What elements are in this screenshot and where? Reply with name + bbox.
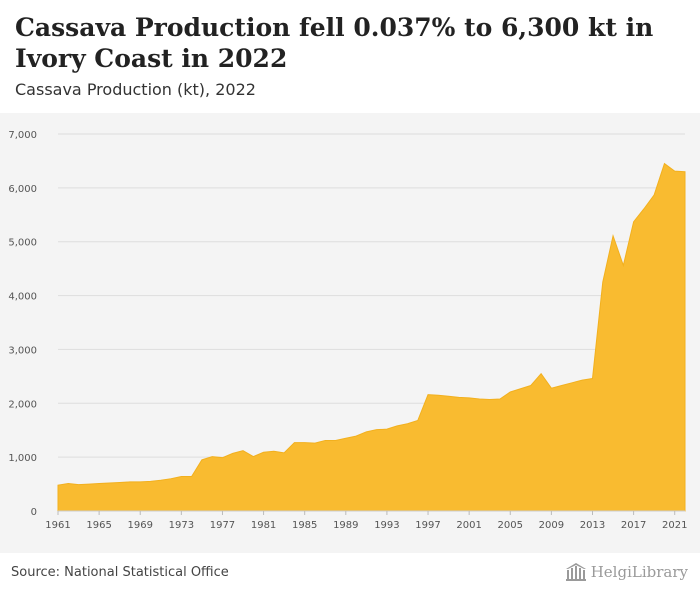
x-tick-label: 1997: [415, 520, 440, 531]
x-tick-label: 2021: [662, 520, 687, 531]
x-tick-label: 1985: [292, 520, 317, 531]
x-tick-label: 1989: [333, 520, 358, 531]
x-tick-label: 1965: [86, 520, 111, 531]
footer: Source: National Statistical Office Helg…: [0, 553, 700, 596]
y-tick-label: 0: [31, 507, 37, 518]
x-tick-label: 1973: [169, 520, 194, 531]
brand-name: HelgiLibrary: [590, 563, 688, 581]
x-tick-label: 2009: [539, 520, 564, 531]
y-tick-label: 3,000: [8, 345, 37, 356]
x-tick-label: 2005: [498, 520, 523, 531]
x-tick-label: 1969: [128, 520, 153, 531]
chart-title: Cassava Production fell 0.037% to 6,300 …: [15, 13, 654, 73]
y-tick-label: 4,000: [8, 292, 37, 303]
chart-subtitle: Cassava Production (kt), 2022: [15, 80, 256, 99]
brand[interactable]: HelgiLibrary: [565, 561, 688, 583]
x-tick-label: 1961: [45, 520, 70, 531]
x-tick-label: 1993: [374, 520, 399, 531]
header: Cassava Production fell 0.037% to 6,300 …: [0, 0, 700, 113]
area-series: [57, 162, 686, 512]
y-tick-label: 1,000: [8, 453, 37, 464]
y-axis-ticks: 0 1,000 2,000 3,000 4,000 5,000 6,000 7,000: [8, 130, 37, 518]
x-tick-label: 2017: [621, 520, 646, 531]
y-tick-label: 6,000: [8, 184, 37, 195]
y-tick-label: 5,000: [8, 238, 37, 249]
x-tick-label: 2001: [456, 520, 481, 531]
x-tick-label: 1977: [210, 520, 235, 531]
source-note: Source: National Statistical Office: [11, 565, 229, 580]
x-axis-ticks: 1961 1965 1969 1973 1977 1981 1985 1989 1993 1997…: [45, 510, 687, 531]
x-tick-label: 2013: [580, 520, 605, 531]
production-area: [57, 162, 686, 512]
area-chart: 0 1,000 2,000 3,000 4,000 5,000 6,000 7,000 196…: [8, 130, 687, 531]
y-tick-label: 7,000: [8, 130, 37, 141]
y-tick-label: 2,000: [8, 399, 37, 410]
helgi-library-logo-icon: [565, 563, 586, 581]
x-tick-label: 1981: [251, 520, 276, 531]
